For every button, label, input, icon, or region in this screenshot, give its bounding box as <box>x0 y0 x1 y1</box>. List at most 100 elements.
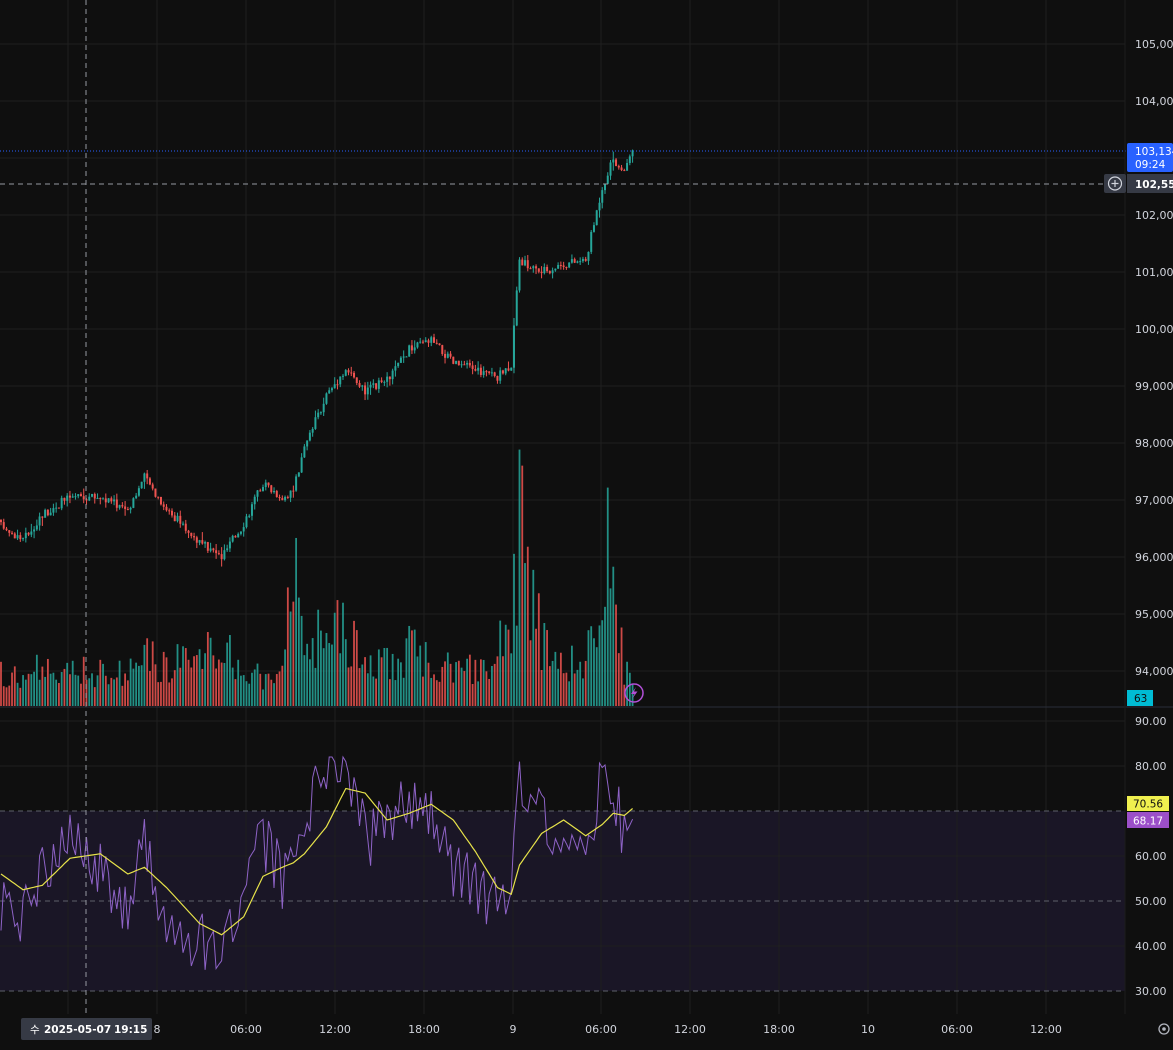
bar-countdown: 09:24 <box>1135 159 1166 171</box>
volume-bar <box>44 676 47 706</box>
candle <box>245 513 248 529</box>
candle <box>286 495 289 499</box>
rsi-ma-value: 70.56 <box>1133 799 1163 811</box>
rsi-tick-label: 80.00 <box>1135 760 1167 773</box>
candle <box>598 197 601 218</box>
volume-bar <box>397 658 400 706</box>
rsi-pane[interactable] <box>0 755 1125 992</box>
candle <box>507 361 510 372</box>
candle <box>237 532 240 538</box>
candle <box>399 356 402 364</box>
volume-bar <box>13 666 16 706</box>
candle <box>554 268 557 272</box>
volume-bar <box>237 659 240 706</box>
rsi-tick-label: 90.00 <box>1135 715 1167 728</box>
volume-bar <box>493 663 496 706</box>
candle <box>303 444 306 458</box>
volume-bar <box>391 653 394 706</box>
volume-bar <box>124 673 127 706</box>
volume-bar <box>281 665 284 706</box>
volume-bar <box>138 665 140 706</box>
volume-bar <box>182 646 184 706</box>
volume-bar <box>388 679 391 706</box>
price-axis[interactable]: 105,000 104,000 102,000 101,000 100,000 99,00… <box>1135 38 1173 678</box>
candle <box>353 371 356 379</box>
candle <box>170 508 173 518</box>
volume-bar <box>154 664 157 706</box>
volume-bar <box>234 679 237 706</box>
candle <box>16 529 19 540</box>
candle <box>140 481 143 489</box>
time-tick-label: 18:00 <box>408 1023 440 1036</box>
volume-bar <box>623 684 626 706</box>
volume-bar <box>471 684 474 706</box>
volume-bar <box>229 635 231 706</box>
volume-bar <box>325 633 328 706</box>
candlesticks[interactable] <box>0 149 1127 567</box>
volume-bar <box>71 660 74 706</box>
volume-bar <box>215 668 218 706</box>
candle <box>584 256 587 262</box>
volume-bar <box>262 689 264 706</box>
candle <box>546 264 549 273</box>
candle <box>248 514 251 519</box>
volume-bar <box>251 672 253 706</box>
candle <box>595 209 598 226</box>
candle <box>361 384 364 391</box>
volume-bar <box>452 682 455 706</box>
rsi-axis[interactable]: 90.00 80.00 60.00 50.00 40.00 30.00 <box>1135 715 1167 998</box>
volume-bar <box>0 661 2 706</box>
volume-bar <box>176 644 179 706</box>
volume-bar <box>107 684 110 706</box>
volume-bar <box>11 672 13 706</box>
candle <box>388 376 391 386</box>
volume-bar <box>24 679 27 706</box>
volume-bar <box>22 675 24 706</box>
price-tick-label: 99,000 <box>1135 380 1173 393</box>
volume-bar <box>284 649 286 706</box>
volume-bar <box>413 629 416 706</box>
candle <box>394 360 397 377</box>
candle <box>146 469 149 485</box>
volume-bar <box>206 632 209 706</box>
time-axis[interactable]: 8 06:00 12:00 18:00 9 06:00 12:00 18:00 10 06:00 1… <box>154 1023 1062 1036</box>
volume-bar <box>91 673 93 706</box>
volume-bar <box>253 669 256 706</box>
volume-bar <box>366 673 369 706</box>
candle <box>281 495 284 501</box>
candle <box>430 335 433 347</box>
volume-bar <box>491 665 493 706</box>
volume-bar <box>151 641 154 706</box>
volume-bar <box>8 685 11 706</box>
candle <box>499 367 502 384</box>
chart-settings-icon[interactable] <box>1158 1023 1170 1035</box>
volume-bar <box>60 672 63 706</box>
price-tick-label: 98,000 <box>1135 437 1173 450</box>
volume-bar <box>455 662 457 706</box>
candle <box>562 261 565 270</box>
candle <box>540 266 543 279</box>
volume-bar <box>115 677 118 706</box>
add-alert-plus-icon[interactable] <box>1104 174 1126 193</box>
volume-bar <box>231 667 234 706</box>
candle <box>27 532 30 537</box>
candle <box>55 502 58 513</box>
volume-bar <box>143 644 146 706</box>
candle <box>380 377 383 384</box>
crosshair <box>0 0 1104 1014</box>
alert-lightning-icon[interactable] <box>624 683 644 703</box>
candle <box>532 265 535 273</box>
candle <box>477 361 480 375</box>
volume-bar <box>308 659 311 706</box>
volume-bar <box>297 597 300 706</box>
volume-bar <box>369 655 372 706</box>
candle <box>377 377 380 393</box>
candle <box>493 371 496 378</box>
volume-bar <box>463 671 466 706</box>
crosshair-price-group[interactable]: 102,553 <box>1104 174 1173 193</box>
volume-bar <box>2 686 5 706</box>
volume-bar <box>289 611 292 706</box>
volume-bar <box>300 615 303 706</box>
rsi-ma-value-label: 70.56 <box>1127 796 1169 811</box>
